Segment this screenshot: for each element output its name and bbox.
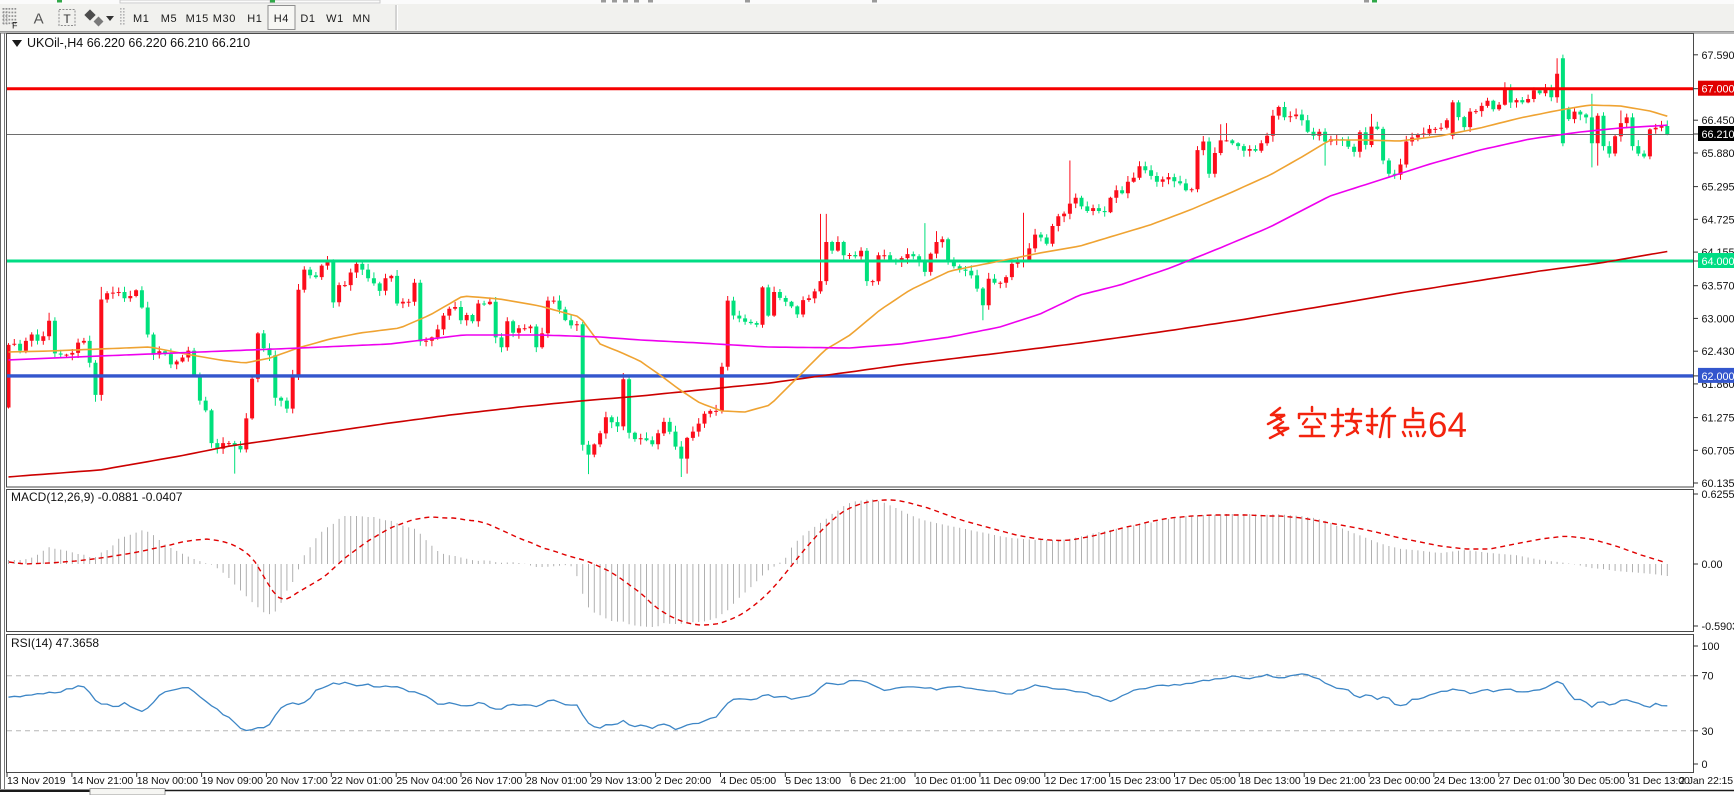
svg-text:0.6255: 0.6255: [1702, 489, 1734, 501]
svg-text:60.705: 60.705: [1702, 445, 1734, 457]
svg-text:61.275: 61.275: [1702, 413, 1734, 425]
svg-text:31 Dec 13:00: 31 Dec 13:00: [1629, 775, 1691, 787]
svg-text:30: 30: [1702, 726, 1714, 738]
svg-text:M5: M5: [161, 13, 177, 25]
svg-text:66.210: 66.210: [1702, 129, 1734, 141]
svg-text:H1: H1: [247, 13, 262, 25]
svg-text:62.000: 62.000: [1702, 371, 1734, 383]
svg-text:18 Dec 13:00: 18 Dec 13:00: [1239, 775, 1301, 787]
svg-text:A: A: [34, 11, 44, 28]
svg-text:M30: M30: [213, 13, 236, 25]
svg-text:15 Dec 23:00: 15 Dec 23:00: [1110, 775, 1172, 787]
svg-text:M1: M1: [133, 13, 149, 25]
svg-text:2 Jan 22:15: 2 Jan 22:15: [1679, 775, 1733, 787]
svg-text:D1: D1: [300, 13, 315, 25]
svg-text:65.295: 65.295: [1702, 182, 1734, 194]
svg-text:19 Dec 21:00: 19 Dec 21:00: [1304, 775, 1366, 787]
svg-text:18 Nov 00:00: 18 Nov 00:00: [137, 775, 199, 787]
svg-text:14 Nov 21:00: 14 Nov 21:00: [72, 775, 134, 787]
svg-text:30 Dec 05:00: 30 Dec 05:00: [1564, 775, 1626, 787]
svg-text:17 Dec 05:00: 17 Dec 05:00: [1175, 775, 1237, 787]
svg-text:70: 70: [1702, 671, 1714, 683]
svg-text:65.880: 65.880: [1702, 148, 1734, 160]
svg-text:63.570: 63.570: [1702, 281, 1734, 293]
svg-text:-0.5903: -0.5903: [1702, 621, 1734, 633]
svg-text:13 Nov 2019: 13 Nov 2019: [7, 775, 66, 787]
svg-text:27 Dec 01:00: 27 Dec 01:00: [1499, 775, 1561, 787]
svg-text:2 Dec 20:00: 2 Dec 20:00: [656, 775, 712, 787]
svg-text:H4: H4: [274, 13, 289, 25]
svg-text:64: 64: [1428, 406, 1467, 445]
svg-text:29 Nov 13:00: 29 Nov 13:00: [591, 775, 653, 787]
svg-text:0: 0: [1702, 759, 1708, 771]
svg-text:64.725: 64.725: [1702, 214, 1734, 226]
svg-text:67.590: 67.590: [1702, 50, 1734, 62]
svg-text:F: F: [12, 21, 18, 31]
svg-text:64.000: 64.000: [1702, 256, 1734, 268]
svg-text:6 Dec 21:00: 6 Dec 21:00: [850, 775, 906, 787]
svg-text:67.000: 67.000: [1702, 84, 1734, 96]
svg-text:MN: MN: [352, 13, 370, 25]
svg-text:62.430: 62.430: [1702, 346, 1734, 358]
svg-text:10 Dec 01:00: 10 Dec 01:00: [915, 775, 977, 787]
svg-text:28 Nov 01:00: 28 Nov 01:00: [526, 775, 588, 787]
svg-text:11 Dec 09:00: 11 Dec 09:00: [980, 775, 1041, 787]
svg-text:5 Dec 13:00: 5 Dec 13:00: [785, 775, 841, 787]
svg-text:0.00: 0.00: [1702, 559, 1723, 571]
svg-text:22 Nov 01:00: 22 Nov 01:00: [331, 775, 393, 787]
svg-text:23 Dec 00:00: 23 Dec 00:00: [1369, 775, 1431, 787]
svg-text:12 Dec 17:00: 12 Dec 17:00: [1045, 775, 1107, 787]
svg-text:100: 100: [1702, 641, 1720, 653]
svg-text:63.000: 63.000: [1702, 313, 1734, 325]
svg-text:26 Nov 17:00: 26 Nov 17:00: [461, 775, 523, 787]
svg-text:60.135: 60.135: [1702, 478, 1734, 490]
svg-text:19 Nov 09:00: 19 Nov 09:00: [202, 775, 264, 787]
svg-text:UKOil-,H4 66.220 66.220 66.21: UKOil-,H4 66.220 66.220 66.210 66.210: [27, 36, 250, 50]
svg-text:RSI(14) 47.3658: RSI(14) 47.3658: [11, 636, 99, 650]
svg-text:20 Nov 17:00: 20 Nov 17:00: [266, 775, 328, 787]
svg-text:MACD(12,26,9) -0.0881 -0.0407: MACD(12,26,9) -0.0881 -0.0407: [11, 490, 183, 504]
svg-text:4 Dec 05:00: 4 Dec 05:00: [721, 775, 777, 787]
svg-text:66.450: 66.450: [1702, 115, 1734, 127]
svg-text:24 Dec 13:00: 24 Dec 13:00: [1434, 775, 1496, 787]
svg-text:T: T: [63, 12, 71, 26]
svg-text:M15: M15: [186, 13, 209, 25]
svg-text:W1: W1: [326, 13, 344, 25]
svg-text:25 Nov 04:00: 25 Nov 04:00: [396, 775, 458, 787]
